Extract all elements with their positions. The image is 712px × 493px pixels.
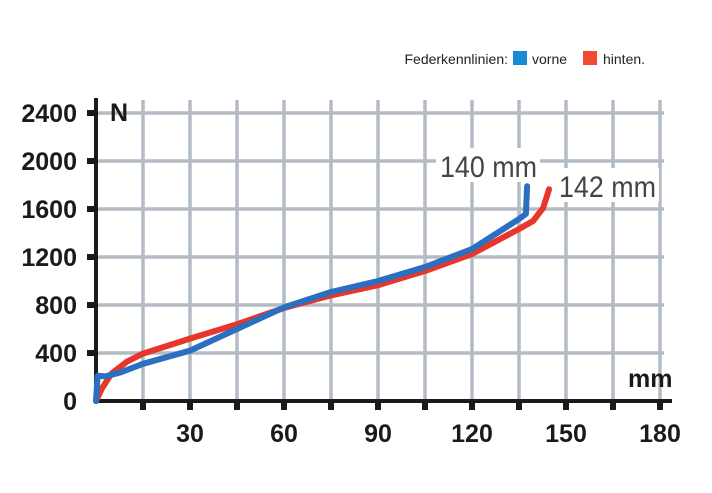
x-tick-label: 30 — [176, 420, 204, 448]
y-tick-label: 2000 — [21, 148, 77, 176]
y-tick-label: 400 — [35, 340, 77, 368]
legend-swatch-vorne — [513, 51, 527, 65]
x-tick-label: 120 — [451, 420, 493, 448]
y-tick-label: 1600 — [21, 196, 77, 224]
end-label-bg-hinten — [555, 168, 659, 202]
y-tick-label: 2400 — [21, 100, 77, 128]
end-label-hinten: 142 mm — [559, 171, 656, 204]
axes — [87, 98, 672, 410]
tick-labels: 0 400 800 1200 1600 2000 2400 30 60 90 120 150 180 — [21, 100, 680, 448]
series-group — [93, 183, 553, 404]
y-tick-label: 0 — [63, 388, 77, 416]
legend-prefix: Federkennlinien: — [404, 51, 508, 67]
end-label-bg-vorne — [436, 148, 540, 182]
y-tick-label: 800 — [35, 292, 77, 320]
legend: Federkennlinien: vorne hinten. — [404, 51, 645, 67]
series-line-vorne — [93, 183, 531, 404]
legend-swatch-hinten — [583, 51, 597, 65]
x-tick-label: 150 — [545, 420, 587, 448]
y-axis-label: N — [110, 99, 128, 127]
end-label-vorne: 140 mm — [440, 151, 537, 184]
legend-label-vorne: vorne — [532, 51, 567, 67]
y-tick-label: 1200 — [21, 244, 77, 272]
grid — [96, 100, 664, 401]
x-tick-label: 60 — [270, 420, 298, 448]
legend-label-hinten: hinten. — [603, 51, 645, 67]
x-tick-label: 90 — [364, 420, 392, 448]
x-tick-label: 180 — [639, 420, 681, 448]
x-axis-label: mm — [628, 365, 672, 393]
